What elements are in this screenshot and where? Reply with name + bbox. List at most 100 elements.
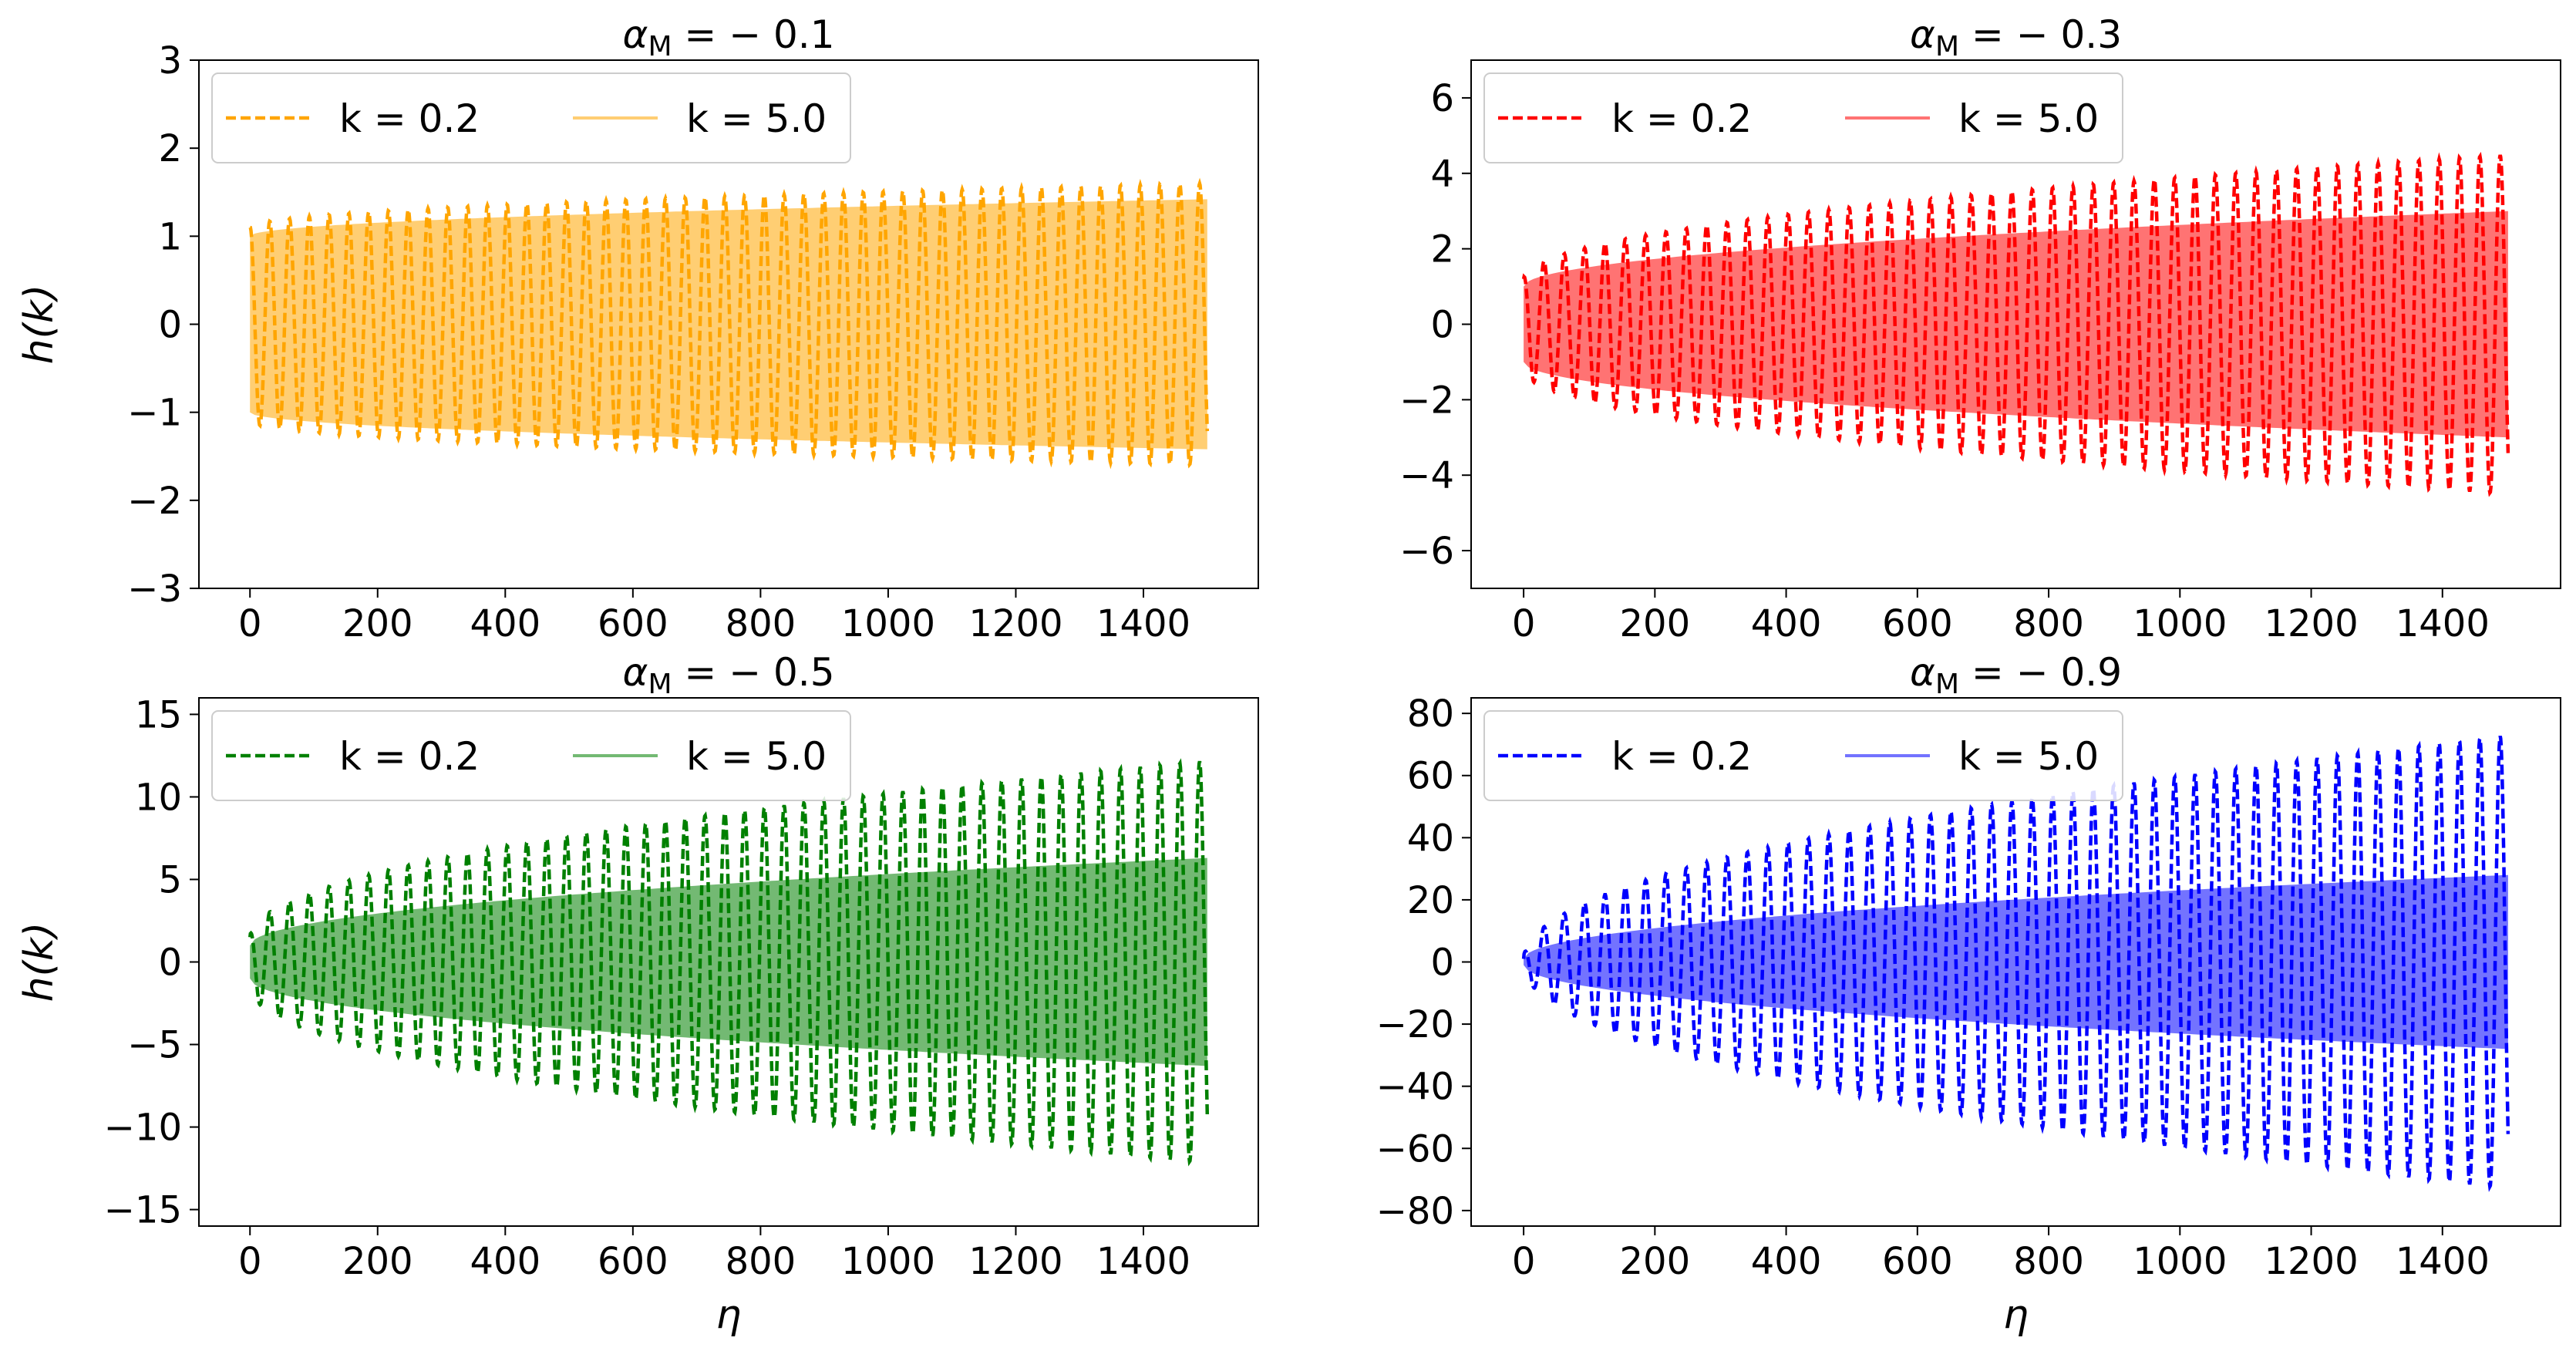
- y-tick-label: 10: [135, 776, 182, 819]
- x-tick-label: 1400: [2396, 1240, 2490, 1283]
- x-tick-label: 0: [238, 602, 262, 645]
- x-tick-label: 600: [598, 602, 668, 645]
- y-axis-label: h(k): [16, 922, 62, 1002]
- y-tick-label: 0: [158, 942, 182, 985]
- subplot-title: αM = − 0.5: [622, 650, 834, 700]
- y-axis-label: h(k): [16, 285, 62, 365]
- y-tick-label: 2: [1430, 228, 1454, 271]
- x-tick-label: 600: [598, 1240, 668, 1283]
- y-tick-label: 80: [1407, 692, 1454, 736]
- x-tick-label: 0: [1512, 602, 1536, 645]
- subplot-title: αM = − 0.1: [622, 12, 834, 62]
- x-tick-label: 800: [726, 1240, 796, 1283]
- y-tick-label: −2: [1399, 379, 1454, 422]
- y-tick-label: 1: [158, 215, 182, 258]
- legend: k = 0.2 k = 5.0: [1483, 72, 2123, 163]
- legend-label-k-5-0: k = 5.0: [1958, 734, 2099, 779]
- legend-label-k-5-0: k = 5.0: [686, 96, 827, 141]
- subplot-title: αM = − 0.3: [1910, 12, 2122, 62]
- y-tick-label: 40: [1407, 817, 1454, 860]
- subplot-title: αM = − 0.9: [1910, 650, 2122, 700]
- x-tick-label: 1200: [968, 1240, 1062, 1283]
- y-tick-label: −15: [104, 1189, 182, 1232]
- legend-frame: [1483, 72, 2123, 163]
- legend-frame: [211, 710, 851, 801]
- legend-label-k-5-0: k = 5.0: [686, 734, 827, 779]
- y-tick-label: −20: [1376, 1003, 1454, 1046]
- series-k-0-2-line: [1521, 151, 2510, 497]
- plot-area: [1521, 733, 2510, 1192]
- x-tick-label: 1000: [2133, 1240, 2227, 1283]
- x-tick-label: 400: [1751, 1240, 1822, 1283]
- y-tick-label: 3: [158, 39, 182, 83]
- y-tick-label: −60: [1376, 1127, 1454, 1171]
- x-tick-label: 0: [238, 1240, 262, 1283]
- y-tick-label: 60: [1407, 755, 1454, 798]
- legend-label-k-0-2: k = 0.2: [1611, 734, 1752, 779]
- y-tick-label: −3: [127, 568, 182, 611]
- series-k-0-2-line: [248, 177, 1210, 470]
- subplot-3: 0 200 400 600 800 1000 1200 1400 −15 −10 −5 0 5 10 15 α…: [16, 650, 1259, 1338]
- x-axis-label: η: [2003, 1292, 2029, 1338]
- x-axis-label: η: [716, 1292, 742, 1338]
- plot-area: [247, 758, 1210, 1167]
- y-tick-label: 4: [1430, 153, 1454, 196]
- y-tick-label: −5: [127, 1024, 182, 1067]
- legend-label-k-0-2: k = 0.2: [339, 734, 480, 779]
- y-tick-label: −80: [1376, 1190, 1454, 1233]
- x-tick-label: 200: [1620, 1240, 1691, 1283]
- y-tick-label: −6: [1399, 530, 1454, 573]
- x-tick-label: 200: [342, 602, 413, 645]
- x-tick-label: 600: [1882, 1240, 1953, 1283]
- legend-label-k-0-2: k = 0.2: [1611, 96, 1752, 141]
- y-tick-label: −40: [1376, 1066, 1454, 1109]
- x-tick-label: 200: [342, 1240, 413, 1283]
- y-tick-label: −1: [127, 392, 182, 435]
- x-tick-label: 1200: [2264, 1240, 2358, 1283]
- legend: k = 0.2 k = 5.0: [211, 710, 851, 801]
- x-tick-label: 0: [1512, 1240, 1536, 1283]
- y-tick-label: 0: [1430, 304, 1454, 347]
- x-tick-label: 1000: [841, 602, 935, 645]
- y-tick-label: 15: [135, 693, 182, 736]
- y-tick-label: 2: [158, 127, 182, 170]
- x-tick-label: 800: [2013, 602, 2084, 645]
- x-tick-label: 1400: [2396, 602, 2490, 645]
- y-tick-label: −4: [1399, 454, 1454, 497]
- x-tick-label: 800: [2013, 1240, 2084, 1283]
- x-tick-label: 600: [1882, 602, 1953, 645]
- y-tick-label: 20: [1407, 879, 1454, 922]
- subplot-2: 0 200 400 600 800 1000 1200 1400 −6 −4 −2 0 2 4 6 αM = …: [1399, 12, 2561, 645]
- legend-label-k-5-0: k = 5.0: [1958, 96, 2099, 141]
- y-tick-label: 0: [158, 304, 182, 347]
- x-tick-label: 400: [470, 602, 540, 645]
- plot-area: [1521, 151, 2510, 497]
- x-tick-label: 1200: [2264, 602, 2358, 645]
- x-tick-label: 1200: [968, 602, 1062, 645]
- legend-label-k-0-2: k = 0.2: [339, 96, 480, 141]
- subplot-1: 0 200 400 600 800 1000 1200 1400 −3 −2 −1 0 1 2 3 αM = …: [16, 12, 1259, 645]
- legend: k = 0.2 k = 5.0: [211, 72, 851, 163]
- x-tick-label: 1400: [1096, 1240, 1190, 1283]
- x-tick-label: 1400: [1096, 602, 1190, 645]
- x-tick-label: 200: [1620, 602, 1691, 645]
- x-tick-label: 1000: [841, 1240, 935, 1283]
- y-tick-label: 0: [1430, 942, 1454, 985]
- x-tick-label: 400: [1751, 602, 1822, 645]
- x-tick-label: 800: [726, 602, 796, 645]
- legend: k = 0.2 k = 5.0: [1483, 710, 2123, 801]
- subplot-4: 0 200 400 600 800 1000 1200 1400 −80 −60 −40 −20 0 20…: [1376, 650, 2561, 1338]
- legend-frame: [1483, 710, 2123, 801]
- y-tick-label: 6: [1430, 77, 1454, 120]
- x-tick-label: 1000: [2133, 602, 2227, 645]
- y-tick-label: 5: [158, 858, 182, 901]
- legend-frame: [211, 72, 851, 163]
- plot-area: [248, 177, 1210, 470]
- x-tick-label: 400: [470, 1240, 540, 1283]
- series-k-0-2-line: [247, 758, 1210, 1167]
- series-k-0-2-line: [1521, 733, 2510, 1192]
- y-tick-label: −10: [104, 1107, 182, 1150]
- y-tick-label: −2: [127, 480, 182, 523]
